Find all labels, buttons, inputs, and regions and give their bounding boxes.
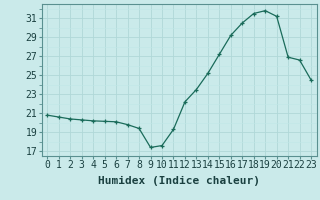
X-axis label: Humidex (Indice chaleur): Humidex (Indice chaleur) (98, 176, 260, 186)
